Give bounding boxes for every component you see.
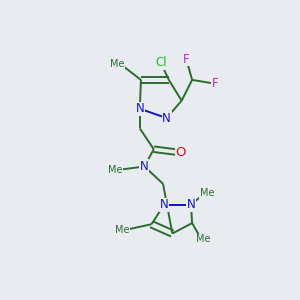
Text: Me: Me [196,234,211,244]
Text: N: N [140,160,149,173]
Text: Me: Me [108,165,123,175]
Text: F: F [212,77,219,90]
Text: O: O [175,146,186,159]
Text: F: F [183,52,190,66]
Text: N: N [135,102,144,115]
Text: Me: Me [110,59,125,69]
Text: Me: Me [200,188,214,198]
Text: N: N [187,198,195,211]
Text: N: N [162,112,171,124]
Text: Cl: Cl [155,56,167,69]
Text: Me: Me [115,225,130,235]
Text: N: N [160,198,169,211]
